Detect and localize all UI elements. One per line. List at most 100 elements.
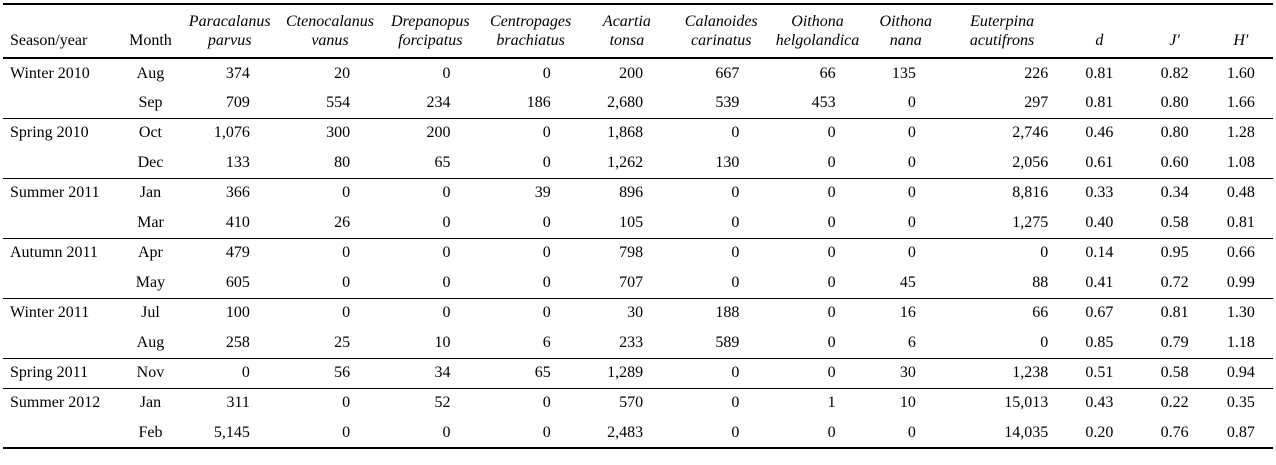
value-cell-drepanopus-forcipatus: 234	[426, 93, 451, 111]
month-cell: Jan	[121, 387, 180, 418]
value-cell-euterpina-acutifrons: 1,238	[945, 357, 1059, 388]
value-cell-j-index: 0.82	[1160, 64, 1189, 82]
value-cell-drepanopus-forcipatus: 200	[380, 117, 481, 148]
column-header-label: J′	[1169, 32, 1180, 49]
season-cell	[3, 88, 121, 118]
value-cell-oithona-nana: 16	[865, 297, 946, 328]
month-cell: Dec	[137, 153, 164, 171]
value-cell-calanoides-carinatus: 0	[673, 387, 770, 418]
value-cell-d-index: 0.85	[1085, 333, 1114, 351]
value-cell-h-index: 0.81	[1226, 213, 1255, 231]
value-cell-j-index: 0.79	[1160, 333, 1189, 351]
header-row: Season/year Month Paracalanus parvus Ctenoca…	[3, 4, 1273, 59]
value-cell-j-index: 0.76	[1160, 423, 1189, 441]
value-cell-d-index: 0.14	[1058, 237, 1141, 268]
column-header-oithona-nana: Oithona nana	[865, 4, 946, 59]
value-cell-drepanopus-forcipatus: 52	[380, 387, 481, 418]
value-cell-paracalanus-parvus: 5,145	[213, 423, 250, 441]
column-header-h-index: H′	[1208, 4, 1273, 59]
value-cell-h-index: 1.66	[1226, 93, 1255, 111]
value-cell-h-index: 1.08	[1226, 153, 1255, 171]
value-cell-acartia-tonsa: 570	[580, 387, 674, 418]
table-row: Summer 2012 Jan 311 0 52 0 570 0 1 10 15,013 0.43 0.…	[3, 387, 1273, 418]
value-cell-oithona-helgolandica: 66	[819, 64, 836, 82]
value-cell-oithona-helgolandica: 0	[769, 297, 866, 328]
month-cell: Feb	[138, 423, 163, 441]
table-row: Sep 709 554 234 186 2,680 539 453 0 297 0.81 0.80 1.…	[3, 88, 1273, 118]
value-cell-paracalanus-parvus: 374	[225, 64, 250, 82]
value-cell-oithona-nana: 0	[865, 117, 946, 148]
value-cell-euterpina-acutifrons: 88	[1032, 273, 1049, 291]
column-header-centropages-brachiatus: Centropages brachiatus	[480, 4, 581, 59]
value-cell-oithona-nana: 30	[865, 357, 946, 388]
month-cell: May	[135, 273, 166, 291]
value-cell-paracalanus-parvus: 100	[179, 297, 280, 328]
value-cell-oithona-helgolandica: 0	[769, 357, 866, 388]
value-cell-centropages-brachiatus: 65	[480, 357, 581, 388]
value-cell-d-index: 0.51	[1058, 357, 1141, 388]
column-header-label: Euterpina	[970, 13, 1035, 30]
column-header-season-year: Season/year	[3, 4, 122, 59]
season-cell: Autumn 2011	[3, 237, 122, 268]
table-row: Spring 2011 Nov 0 56 34 65 1,289 0 0 30 1,238 0.51 0…	[3, 357, 1273, 388]
value-cell-acartia-tonsa: 233	[619, 333, 644, 351]
value-cell-paracalanus-parvus: 311	[179, 387, 280, 418]
table-row: Feb 5,145 0 0 0 2,483 0 0 0 14,035 0.20 0.76 0.87	[3, 418, 1273, 448]
column-header-label: Centropages	[490, 13, 572, 30]
value-cell-oithona-nana: 45	[899, 273, 916, 291]
value-cell-h-index: 0.87	[1226, 423, 1255, 441]
value-cell-drepanopus-forcipatus: 0	[380, 237, 481, 268]
value-cell-calanoides-carinatus: 0	[673, 117, 770, 148]
value-cell-j-index: 0.22	[1140, 387, 1209, 418]
value-cell-d-index: 0.40	[1085, 213, 1114, 231]
value-cell-oithona-helgolandica: 453	[811, 93, 836, 111]
value-cell-calanoides-carinatus: 0	[673, 177, 770, 208]
value-cell-d-index: 0.41	[1085, 273, 1114, 291]
value-cell-centropages-brachiatus: 0	[480, 237, 581, 268]
column-header-label: carinatus	[690, 32, 752, 49]
value-cell-drepanopus-forcipatus: 0	[442, 273, 451, 291]
season-cell	[3, 418, 121, 448]
value-cell-d-index: 0.33	[1058, 177, 1141, 208]
value-cell-ctenocalanus-vanus: 80	[334, 153, 351, 171]
value-cell-ctenocalanus-vanus: 300	[279, 117, 381, 148]
value-cell-calanoides-carinatus: 0	[731, 423, 740, 441]
value-cell-centropages-brachiatus: 0	[480, 117, 581, 148]
column-header-j-index: J′	[1140, 4, 1209, 59]
value-cell-ctenocalanus-vanus: 0	[279, 387, 381, 418]
value-cell-euterpina-acutifrons: 1,275	[1012, 213, 1049, 231]
season-cell: Summer 2011	[3, 177, 122, 208]
value-cell-d-index: 0.81	[1085, 93, 1114, 111]
value-cell-euterpina-acutifrons: 297	[1024, 93, 1049, 111]
column-header-label: acutifrons	[969, 32, 1035, 49]
value-cell-calanoides-carinatus: 188	[673, 297, 770, 328]
column-header-label: d	[1095, 32, 1104, 49]
value-cell-d-index: 0.67	[1058, 297, 1141, 328]
month-cell: Oct	[121, 117, 180, 148]
column-header-label: Oithona	[791, 13, 844, 30]
value-cell-paracalanus-parvus: 410	[225, 213, 250, 231]
value-cell-ctenocalanus-vanus: 0	[342, 423, 351, 441]
column-header-label: forcipatus	[398, 32, 463, 49]
season-cell: Spring 2010	[3, 117, 122, 148]
season-cell	[3, 268, 121, 298]
value-cell-oithona-helgolandica: 0	[769, 117, 866, 148]
value-cell-j-index: 0.80	[1160, 93, 1189, 111]
value-cell-j-index: 0.34	[1140, 177, 1209, 208]
value-cell-ctenocalanus-vanus: 554	[326, 93, 351, 111]
value-cell-euterpina-acutifrons: 66	[945, 297, 1059, 328]
column-header-label: tonsa	[609, 32, 645, 49]
value-cell-d-index: 0.46	[1058, 117, 1141, 148]
value-cell-h-index: 1.30	[1208, 297, 1273, 328]
value-cell-drepanopus-forcipatus: 0	[380, 177, 481, 208]
column-header-label: vanus	[311, 32, 349, 49]
column-header-label: helgolandica	[775, 32, 860, 49]
table-header: Season/year Month Paracalanus parvus Ctenoca…	[3, 4, 1273, 59]
value-cell-euterpina-acutifrons: 8,816	[945, 177, 1059, 208]
value-cell-h-index: 0.66	[1208, 237, 1273, 268]
value-cell-oithona-helgolandica: 1	[769, 387, 866, 418]
value-cell-calanoides-carinatus: 0	[731, 213, 740, 231]
season-cell: Spring 2011	[3, 357, 122, 388]
value-cell-drepanopus-forcipatus: 10	[434, 333, 451, 351]
value-cell-acartia-tonsa: 200	[619, 64, 644, 82]
